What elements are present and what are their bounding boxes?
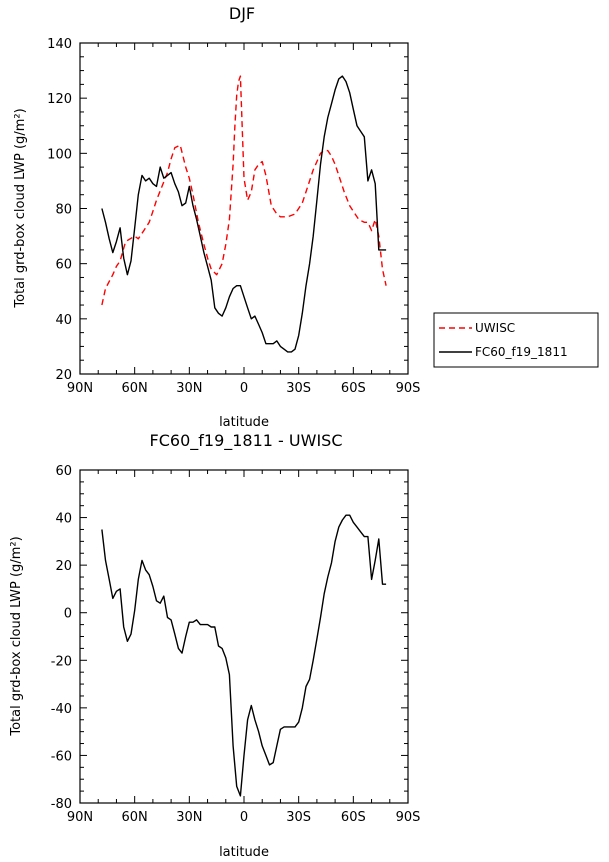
x-tick-label: 0	[240, 810, 248, 825]
y-tick-label: 40	[55, 512, 72, 527]
series-lines	[101, 75, 387, 353]
legend-box	[433, 312, 599, 368]
y-tick-labels: 20 40 60 80 100 120 140	[47, 37, 72, 383]
x-tick-label: 30S	[286, 810, 311, 825]
y-tick-label: 20	[55, 368, 72, 383]
axis-ticks	[79, 469, 409, 804]
series-line-fc60-f19-1811	[101, 75, 387, 353]
y-tick-label: 20	[55, 559, 72, 574]
legend-label-uwisc: UWISC	[475, 321, 515, 335]
chart-difference: FC60_f19_1811 - UWISC -80 -60 -40 -20 0 20 40 6…	[9, 431, 420, 860]
x-tick-label: 30N	[176, 810, 202, 825]
series-line-series-0	[101, 514, 387, 797]
x-axis-label: latitude	[219, 845, 269, 860]
x-tick-label: 90N	[67, 381, 93, 396]
x-tick-label: 0	[240, 381, 248, 396]
chart-title: DJF	[229, 4, 255, 23]
x-tick-label: 60N	[122, 381, 148, 396]
series-lines	[101, 514, 387, 797]
x-tick-label: 90S	[396, 381, 421, 396]
y-tick-label: 120	[47, 92, 72, 107]
x-tick-labels: 90N 60N 30N 0 30S 60S 90S	[67, 381, 421, 396]
axis-ticks	[79, 42, 409, 375]
y-tick-label: 60	[55, 258, 72, 273]
x-tick-label: 60S	[341, 381, 366, 396]
x-tick-label: 60S	[341, 810, 366, 825]
y-axis-label: Total grd-box cloud LWP (g/m²)	[9, 536, 24, 736]
legend: UWISC FC60_f19_1811	[433, 312, 599, 368]
y-tick-label: 0	[64, 607, 72, 622]
x-axis-label: latitude	[219, 415, 269, 430]
y-tick-label: 100	[47, 147, 72, 162]
chart-title: FC60_f19_1811 - UWISC	[150, 431, 343, 451]
x-tick-label: 90S	[396, 810, 421, 825]
x-tick-label: 30N	[176, 381, 202, 396]
y-tick-label: -80	[51, 797, 72, 812]
legend-label-fc60: FC60_f19_1811	[475, 345, 568, 359]
x-tick-labels: 90N 60N 30N 0 30S 60S 90S	[67, 810, 421, 825]
y-tick-label: 40	[55, 313, 72, 328]
y-tick-label: -20	[51, 654, 72, 669]
y-tick-label: 140	[47, 37, 72, 52]
y-tick-label: 80	[55, 203, 72, 218]
y-tick-label: -60	[51, 749, 72, 764]
y-tick-label: -40	[51, 702, 72, 717]
x-tick-label: 90N	[67, 810, 93, 825]
y-tick-label: 60	[55, 464, 72, 479]
x-tick-label: 30S	[286, 381, 311, 396]
series-line-uwisc	[101, 75, 387, 306]
plot-frame	[79, 42, 409, 375]
y-axis-label: Total grd-box cloud LWP (g/m²)	[13, 108, 28, 308]
x-tick-label: 60N	[122, 810, 148, 825]
y-tick-labels: -80 -60 -40 -20 0 20 40 60	[51, 464, 72, 812]
